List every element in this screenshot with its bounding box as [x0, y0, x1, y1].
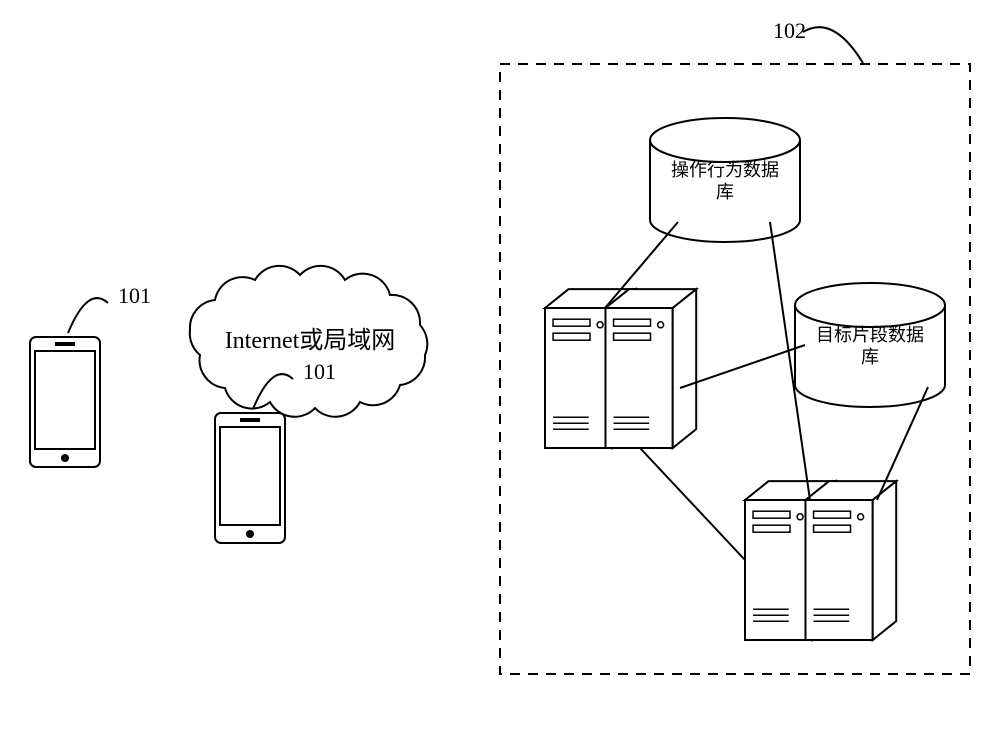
phone-right: [215, 413, 285, 543]
svg-text:库: 库: [716, 182, 734, 202]
diagram-canvas: Internet或局域网 101 101 102 操作行为数据库 目标片段数据库: [0, 0, 1000, 733]
svg-text:库: 库: [861, 347, 879, 367]
database-operation-behavior: 操作行为数据库: [650, 118, 800, 242]
leader-group: 102: [773, 18, 863, 63]
server-cluster-b: [745, 481, 896, 640]
cloud-label: Internet或局域网: [225, 327, 396, 354]
database-target-segment: 目标片段数据库: [795, 283, 945, 407]
cloud-internet: Internet或局域网: [190, 266, 428, 417]
server-cluster-a: [545, 289, 696, 448]
label-101-left: 101: [118, 283, 151, 308]
svg-text:操作行为数据: 操作行为数据: [671, 160, 779, 180]
svg-text:目标片段数据: 目标片段数据: [816, 325, 924, 345]
leader-phone-left: 101: [68, 283, 151, 333]
phone-left: [30, 337, 100, 467]
label-102: 102: [773, 18, 806, 43]
label-101-right: 101: [303, 359, 336, 384]
